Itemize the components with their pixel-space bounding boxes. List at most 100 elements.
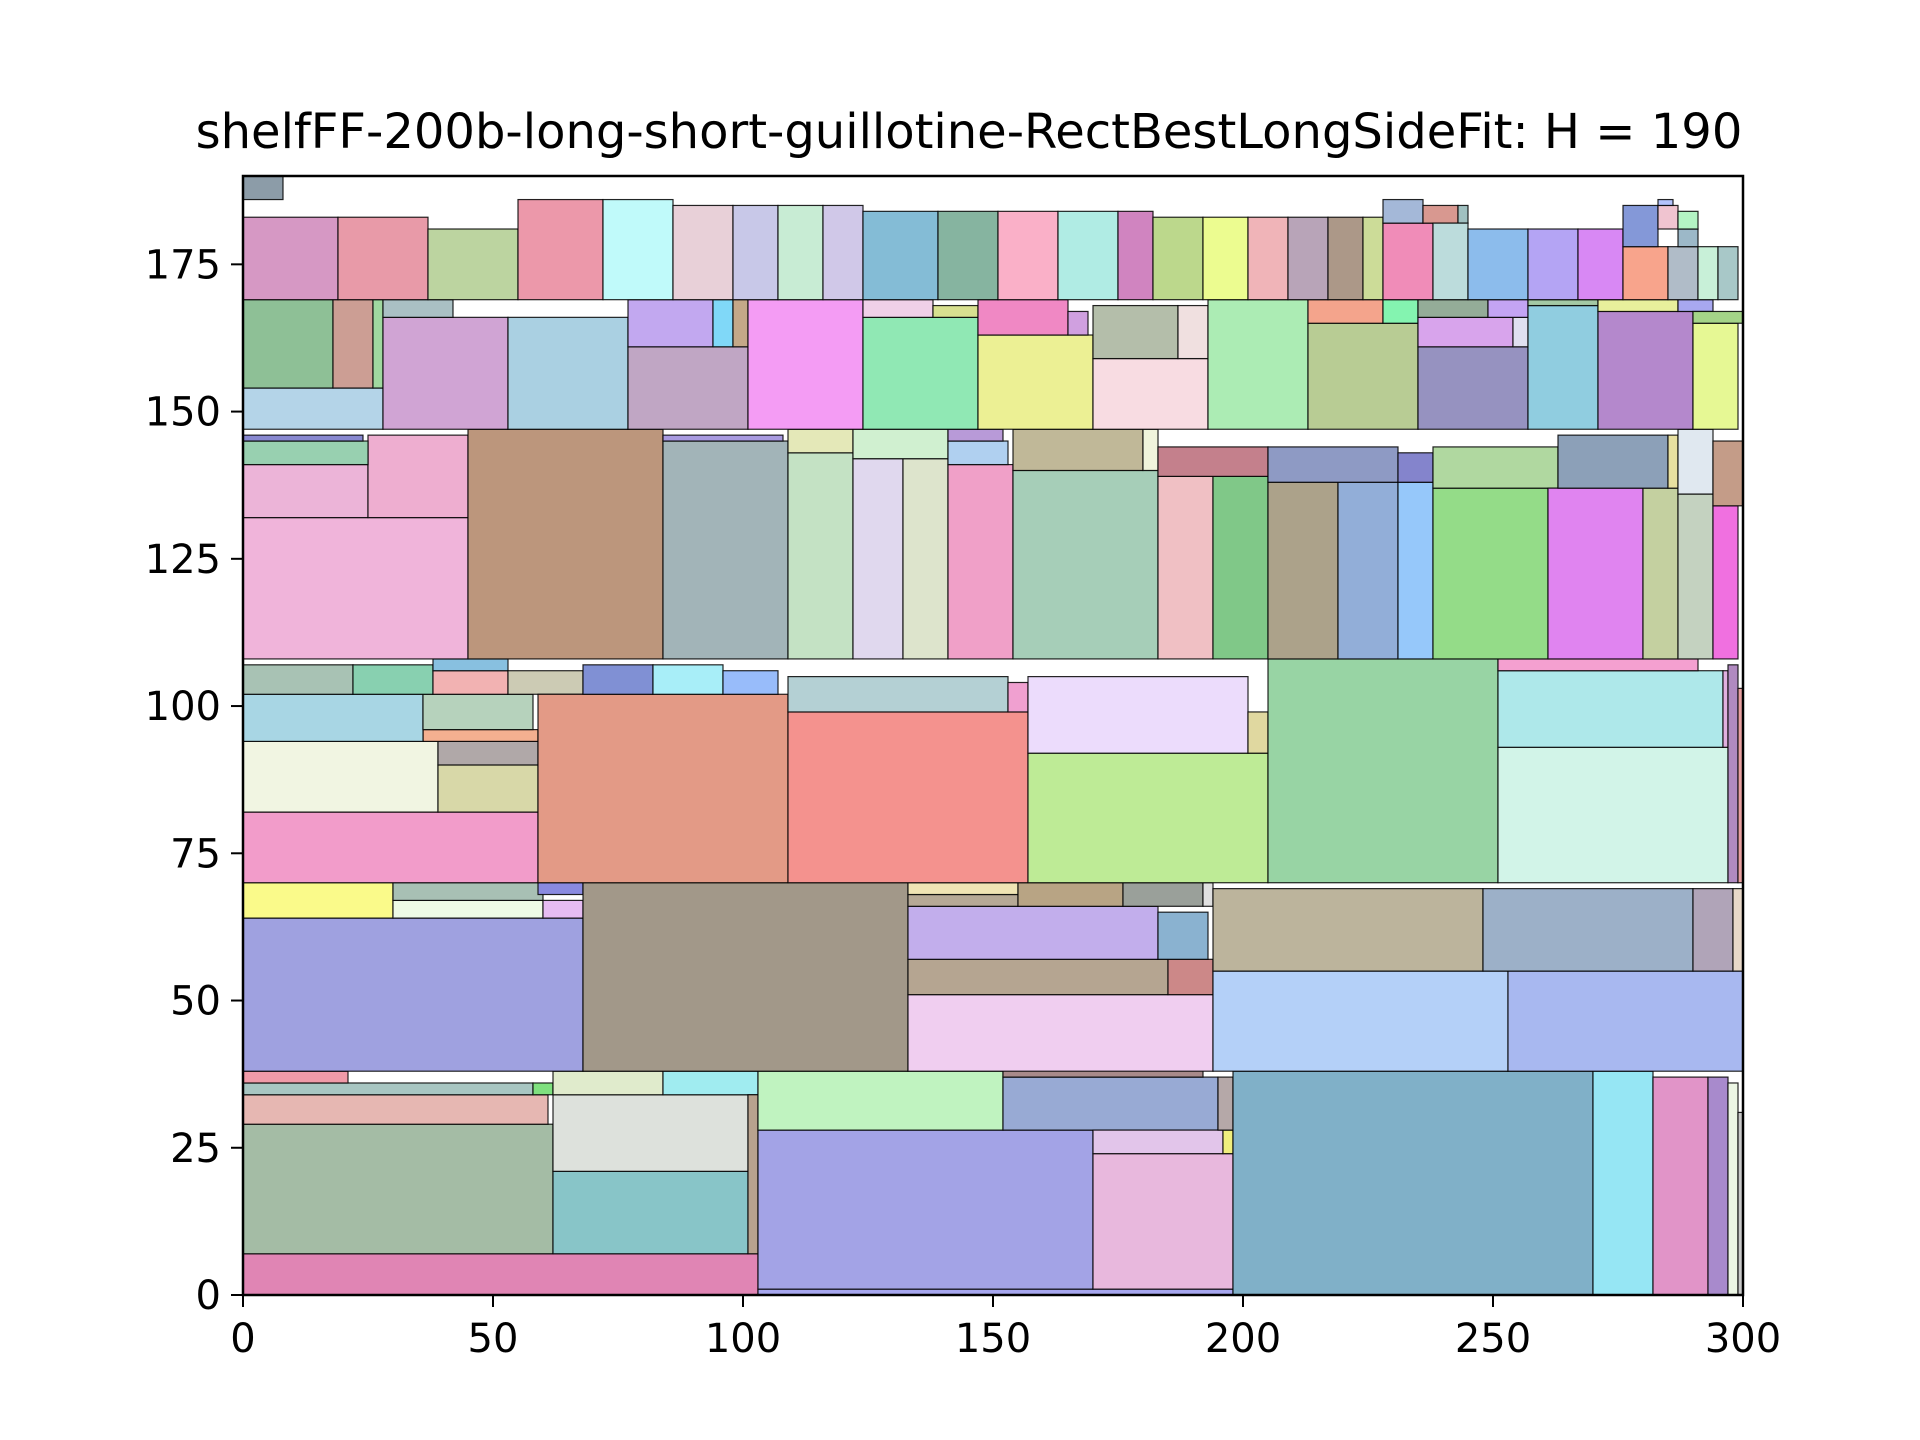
packed-rectangle-70 <box>1247 711 1269 754</box>
packed-rectangle-85 <box>662 434 784 442</box>
packed-rectangle-172 <box>1382 222 1434 301</box>
packed-rectangle-12 <box>757 1129 1094 1290</box>
packed-rectangle-34 <box>907 958 1169 996</box>
y-axis: 0 25 50 75 100 125 150 175 <box>145 242 243 1319</box>
packed-rectangle-56 <box>242 664 354 695</box>
packed-rectangle-149 <box>1677 299 1714 313</box>
packed-rectangle-28 <box>392 899 544 919</box>
packed-rectangle-171 <box>1362 216 1384 301</box>
packed-rectangle-14 <box>1002 1076 1219 1131</box>
packed-rectangle-148 <box>1597 299 1679 313</box>
packed-rectangle-73 <box>1497 670 1724 748</box>
packed-rectangle-19 <box>1217 1076 1234 1131</box>
packed-rectangle-121 <box>507 316 629 430</box>
y-tick-label: 25 <box>170 1126 221 1172</box>
packed-rectangle-145 <box>1527 304 1599 430</box>
packed-rectangle-61 <box>537 693 789 884</box>
packed-rectangle-166 <box>1152 216 1204 301</box>
packed-rectangle-29 <box>392 882 544 902</box>
packed-rectangle-188 <box>1717 246 1739 301</box>
packed-rectangle-45 <box>1212 888 1484 972</box>
packed-rectangle-46 <box>1482 888 1694 972</box>
packed-rectangle-35 <box>1167 958 1214 996</box>
packed-rectangle-59 <box>432 658 509 672</box>
packed-rectangle-136 <box>1207 299 1309 430</box>
packed-rectangle-39 <box>907 882 1019 896</box>
packed-rectangle-119 <box>382 316 509 430</box>
packed-rectangle-107 <box>1547 487 1644 660</box>
packed-rectangle-175 <box>1457 204 1469 224</box>
y-tick-label: 50 <box>170 979 221 1025</box>
packed-rectangle-99 <box>1157 446 1269 477</box>
y-tick-label: 175 <box>145 242 221 288</box>
packed-rectangle-69 <box>1027 676 1249 754</box>
rectangles-layer <box>242 175 1744 1296</box>
packed-rectangle-31 <box>537 882 584 896</box>
packed-rectangle-150 <box>1692 322 1739 430</box>
packed-rectangle-127 <box>862 316 979 430</box>
packed-rectangle-176 <box>1432 222 1469 301</box>
packed-rectangle-182 <box>1657 204 1679 230</box>
packed-rectangle-109 <box>1677 493 1714 660</box>
packed-rectangle-168 <box>1247 216 1289 301</box>
x-tick-label: 0 <box>230 1316 255 1362</box>
packed-rectangle-139 <box>1382 299 1419 324</box>
packed-rectangle-54 <box>242 693 424 742</box>
packed-rectangle-189 <box>242 175 284 201</box>
packed-rectangle-98 <box>1212 475 1269 660</box>
packed-rectangle-53 <box>422 729 539 742</box>
packed-rectangle-125 <box>732 299 749 348</box>
packed-rectangle-162 <box>937 210 999 301</box>
packed-rectangle-65 <box>787 711 1029 884</box>
packed-rectangle-78 <box>242 516 469 660</box>
packed-rectangle-93 <box>947 428 1004 442</box>
packed-rectangle-108 <box>1642 487 1679 660</box>
packed-rectangle-64 <box>722 670 779 695</box>
packed-rectangle-89 <box>902 458 949 660</box>
packed-rectangle-95 <box>1012 428 1144 472</box>
packed-rectangle-49 <box>242 811 539 884</box>
y-tick-label: 75 <box>170 831 221 877</box>
packed-rectangle-164 <box>1057 210 1119 301</box>
packed-rectangle-154 <box>427 228 519 301</box>
packed-rectangle-76 <box>1727 664 1739 884</box>
packed-rectangle-141 <box>1417 316 1514 348</box>
packed-rectangle-88 <box>852 458 904 660</box>
packed-rectangle-169 <box>1287 216 1329 301</box>
packed-rectangle-140 <box>1417 346 1529 430</box>
packed-rectangle-118 <box>372 299 384 389</box>
packed-rectangle-130 <box>977 334 1094 430</box>
packed-rectangle-113 <box>1677 428 1714 495</box>
packed-rectangle-67 <box>1007 681 1029 713</box>
packed-rectangle-82 <box>242 434 364 442</box>
y-tick-label: 150 <box>145 390 221 436</box>
packed-rectangle-43 <box>1212 970 1509 1072</box>
packed-rectangle-165 <box>1117 210 1154 301</box>
packed-rectangle-115 <box>242 387 384 430</box>
packed-rectangle-185 <box>1677 228 1699 248</box>
packed-rectangle-44 <box>1507 970 1744 1072</box>
packed-rectangle-8 <box>552 1070 664 1096</box>
packed-rectangle-143 <box>1417 299 1489 318</box>
packed-rectangle-101 <box>1337 481 1399 660</box>
packed-rectangle-81 <box>242 440 369 466</box>
packed-rectangle-84 <box>662 440 789 660</box>
packed-rectangle-163 <box>997 210 1059 301</box>
packed-rectangle-184 <box>1667 246 1699 301</box>
packed-rectangle-96 <box>1142 428 1159 472</box>
packed-rectangle-71 <box>1267 658 1499 884</box>
packed-rectangle-24 <box>1727 1082 1739 1296</box>
packed-rectangle-133 <box>1092 357 1209 430</box>
packed-rectangle-106 <box>1432 446 1559 489</box>
packed-rectangle-178 <box>1527 228 1579 301</box>
packed-rectangle-120 <box>382 299 454 318</box>
packed-rectangle-1 <box>242 1123 554 1255</box>
packed-rectangle-131 <box>977 299 1069 336</box>
packed-rectangle-79 <box>242 463 369 519</box>
packed-rectangle-36 <box>907 905 1159 960</box>
packed-rectangle-86 <box>787 452 854 660</box>
packed-rectangle-114 <box>1712 440 1744 507</box>
packed-rectangle-144 <box>1487 299 1529 318</box>
packed-rectangle-151 <box>1692 310 1744 324</box>
